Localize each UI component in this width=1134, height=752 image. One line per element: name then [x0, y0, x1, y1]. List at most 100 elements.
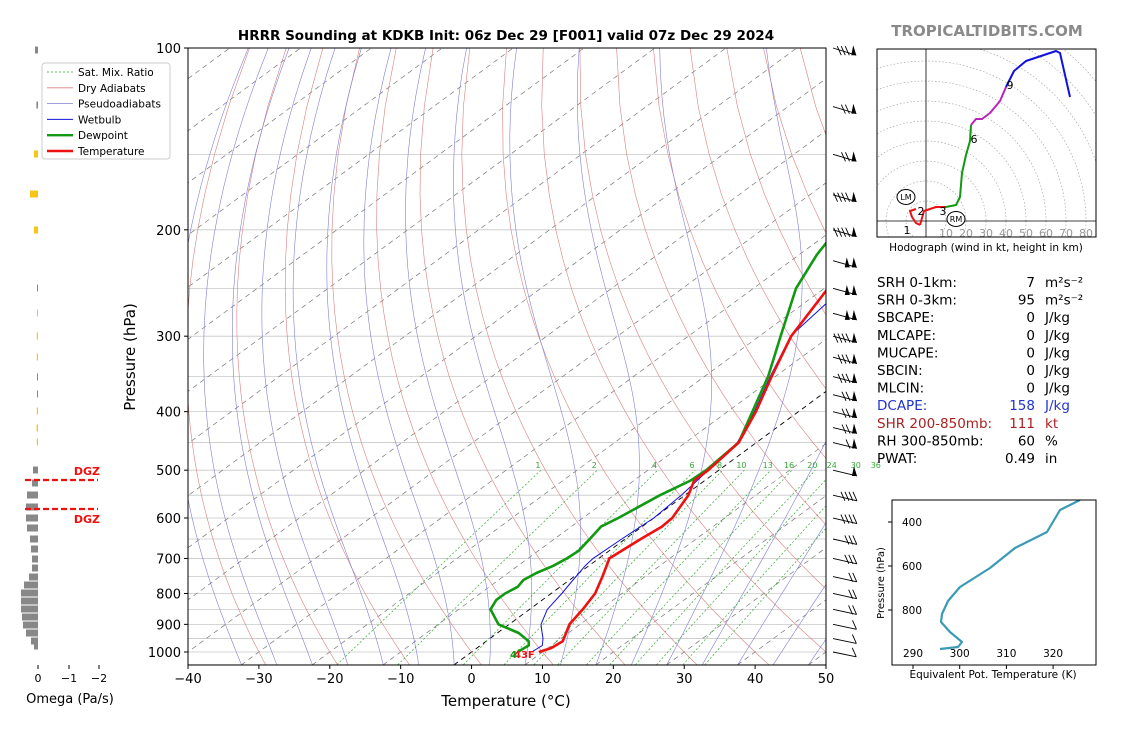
y-tick-label: 500	[156, 464, 181, 479]
dgz-label-bottom: DGZ	[74, 513, 100, 526]
omega-bar	[21, 590, 38, 597]
x-tick-label: −40	[174, 672, 201, 687]
chart-title: HRRR Sounding at KDKB Init: 06z Dec 29 […	[238, 28, 774, 44]
x-tick-label: 0	[467, 672, 475, 687]
stat-value: 0	[1026, 381, 1035, 397]
omega-bar	[27, 492, 38, 499]
te-x-tick-label: 290	[903, 648, 923, 660]
y-tick-label: 200	[156, 224, 181, 239]
omega-bar	[32, 565, 38, 572]
theta-e-xlabel: Equivalent Pot. Temperature (K)	[909, 669, 1076, 681]
te-x-tick-label: 300	[950, 648, 970, 660]
omega-bar	[37, 374, 38, 381]
x-tick-label: 20	[605, 672, 622, 687]
y-axis-label: Pressure (hPa)	[121, 303, 139, 411]
stat-label: DCAPE:	[877, 398, 927, 414]
mixing-ratio-label: 1	[535, 461, 540, 470]
omega-bar	[21, 598, 38, 605]
mixing-ratio-label: 8	[717, 461, 722, 470]
mixing-ratio-label: 20	[807, 461, 817, 470]
stat-label: SBCIN:	[877, 363, 923, 379]
omega-bar	[37, 333, 38, 340]
stat-value: 7	[1026, 275, 1035, 291]
hodograph-caption: Hodograph (wind in kt, height in km)	[889, 242, 1083, 254]
omega-bar	[37, 425, 38, 432]
legend-entry: Sat. Mix. Ratio	[78, 67, 154, 79]
stat-unit: %	[1045, 433, 1058, 449]
mixing-ratio-label: 2	[592, 461, 597, 470]
stat-label: PWAT:	[877, 451, 917, 467]
x-tick-label: 40	[747, 672, 764, 687]
omega-bar	[37, 285, 38, 292]
x-axis-label: Temperature (°C)	[440, 692, 570, 710]
omega-bar	[30, 536, 38, 543]
stat-unit: m²s⁻²	[1045, 275, 1083, 291]
hodo-height-label: 3	[940, 205, 947, 218]
omega-bar	[34, 227, 38, 234]
te-x-tick-label: 310	[996, 648, 1016, 660]
stat-value: 0	[1026, 363, 1035, 379]
omega-bar	[29, 574, 38, 581]
omega-bar	[30, 191, 38, 198]
stat-value: 0	[1026, 310, 1035, 326]
te-y-tick-label: 600	[902, 561, 922, 573]
stat-unit: kt	[1045, 416, 1058, 432]
mixing-ratio-label: 6	[690, 461, 695, 470]
omega-bar	[35, 47, 38, 54]
y-tick-label: 700	[156, 552, 181, 567]
y-tick-label: 400	[156, 406, 181, 421]
hodo-marker-label: RM	[950, 215, 963, 224]
omega-bar	[37, 439, 38, 446]
hodo-marker-label: LM	[900, 193, 911, 202]
y-tick-label: 600	[156, 512, 181, 527]
omega-bar	[32, 556, 38, 563]
x-tick-label: 30	[676, 672, 693, 687]
omega-axis-label: Omega (Pa/s)	[26, 692, 114, 707]
stat-value: 60	[1018, 433, 1035, 449]
theta-e-ylabel: Pressure (hPa)	[876, 547, 887, 619]
stat-unit: J/kg	[1044, 381, 1070, 397]
stat-unit: J/kg	[1044, 398, 1070, 414]
omega-bar	[23, 622, 38, 629]
omega-bar	[37, 408, 38, 415]
omega-bar	[24, 582, 38, 589]
stat-unit: J/kg	[1044, 328, 1070, 344]
y-tick-label: 800	[156, 587, 181, 602]
omega-bar	[22, 614, 38, 621]
omega-bar	[37, 310, 38, 317]
omega-bar	[34, 151, 38, 158]
stat-value: 0	[1026, 328, 1035, 344]
mixing-ratio-label: 24	[827, 461, 837, 470]
mixing-ratio-label: 4	[652, 461, 657, 470]
legend-entry: Dry Adiabats	[78, 83, 146, 95]
stat-unit: J/kg	[1044, 345, 1070, 361]
stat-value: 0.49	[1005, 451, 1035, 467]
omega-bar	[27, 525, 38, 532]
mixing-ratio-label: 16	[784, 461, 794, 470]
mixing-ratio-label: 13	[763, 461, 773, 470]
hodo-height-label: 6	[971, 133, 978, 146]
x-tick-label: −10	[387, 672, 414, 687]
omega-bar	[26, 515, 38, 522]
stat-value: 158	[1009, 398, 1035, 414]
stat-label: SRH 0-1km:	[877, 275, 957, 291]
hodo-height-label: 1	[904, 224, 911, 237]
stat-unit: m²s⁻²	[1045, 293, 1083, 309]
te-y-tick-label: 800	[902, 605, 922, 617]
watermark: TROPICALTIDBITS.COM	[891, 22, 1083, 40]
surface-dewpoint-label: 4	[510, 650, 517, 661]
stat-label: MLCIN:	[877, 381, 924, 397]
te-y-tick-label: 400	[902, 517, 922, 529]
stat-label: SHR 200-850mb:	[877, 416, 992, 432]
legend-entry: Dewpoint	[78, 130, 128, 142]
y-tick-label: 100	[156, 42, 181, 57]
omega-bar	[21, 606, 38, 613]
stat-value: 111	[1009, 416, 1035, 432]
x-tick-label: −30	[245, 672, 272, 687]
stat-value: 0	[1026, 345, 1035, 361]
omega-bar	[37, 391, 38, 398]
stat-label: MLCAPE:	[877, 328, 936, 344]
